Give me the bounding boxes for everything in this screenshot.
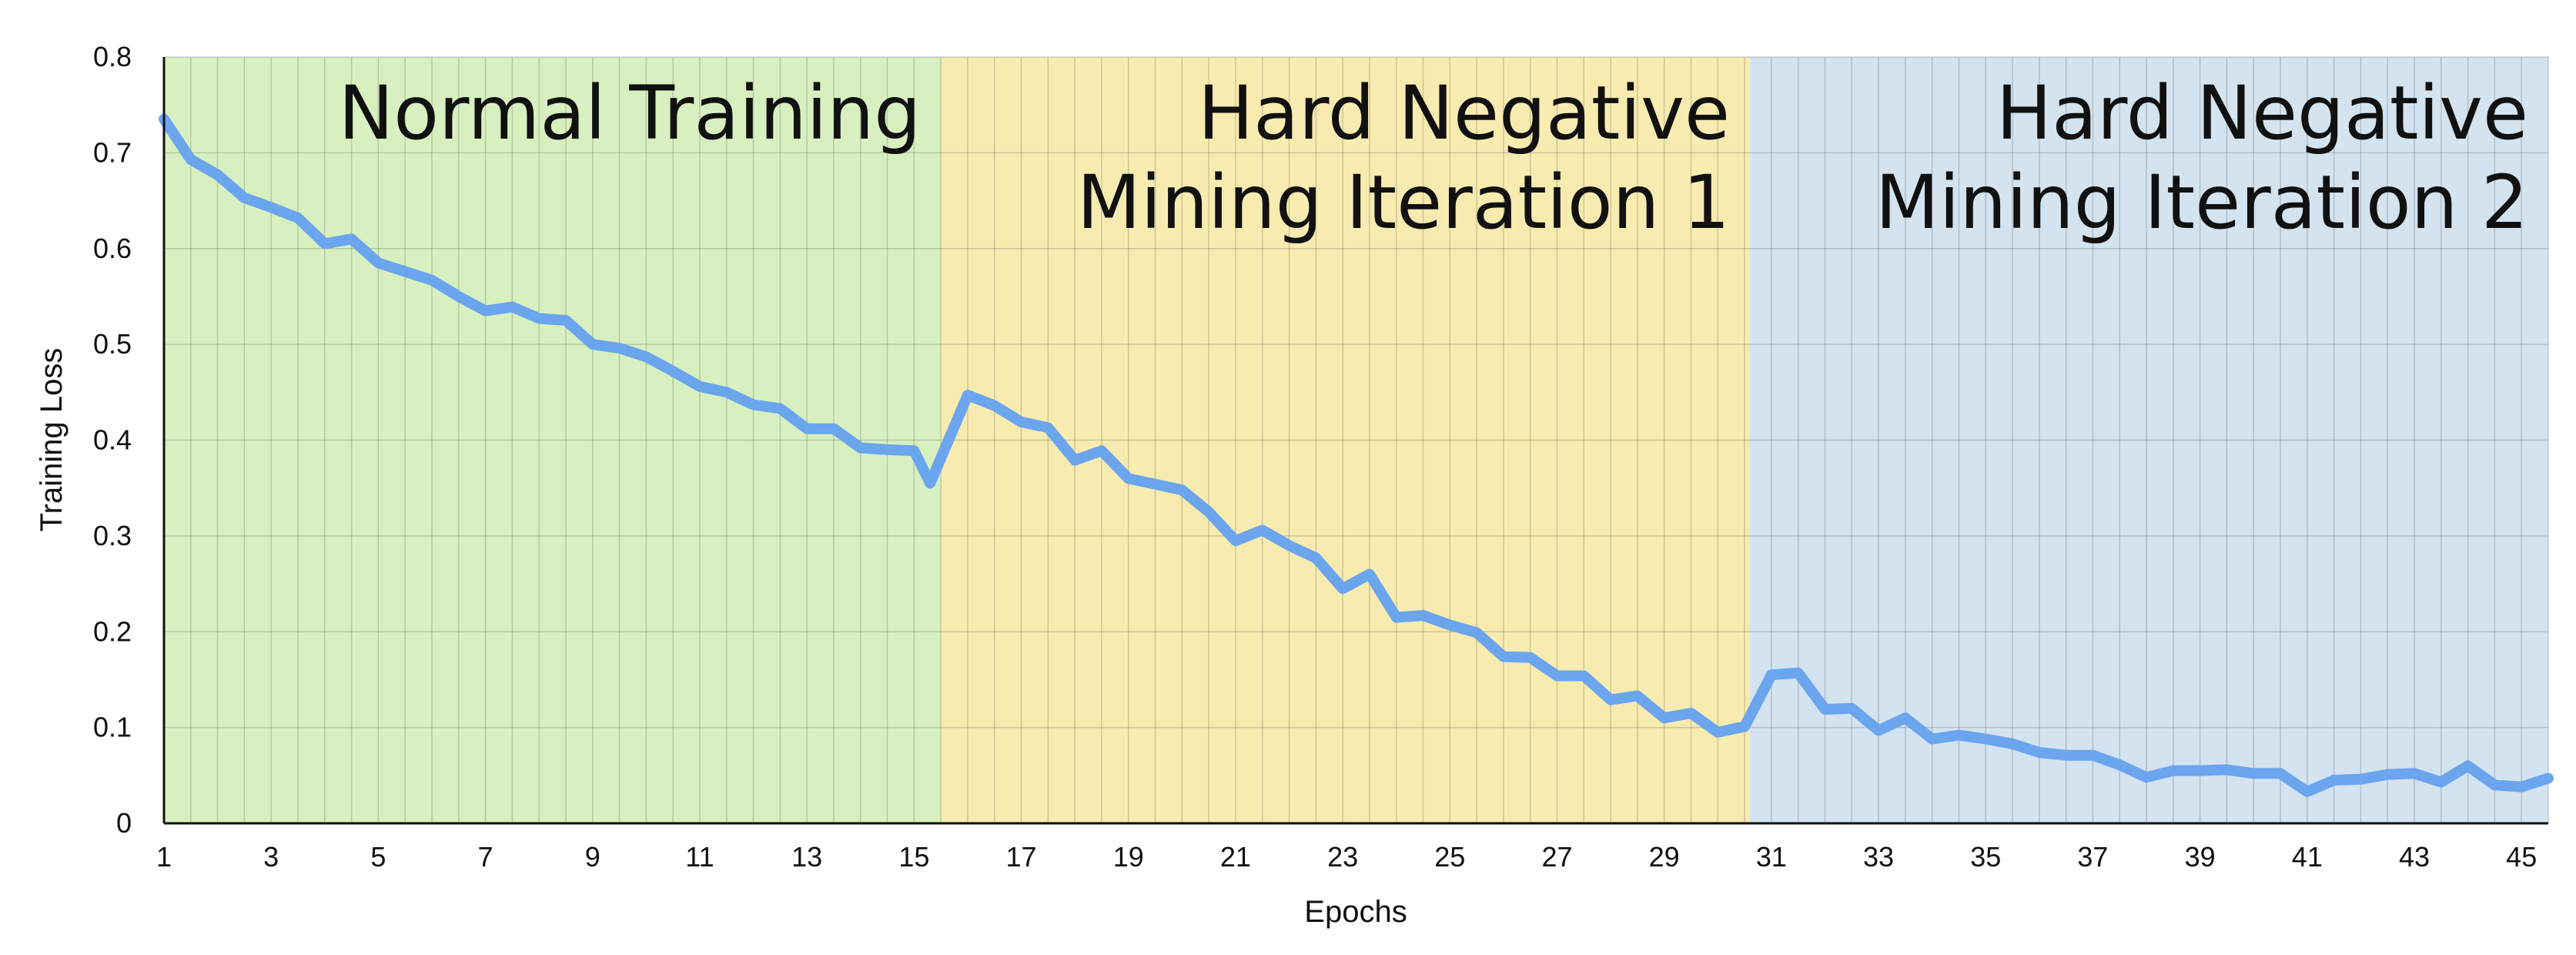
x-tick-label: 7	[478, 841, 493, 873]
x-tick-label: 29	[1649, 841, 1680, 873]
region-label-2: Hard Negative Mining Iteration 1	[1077, 70, 1730, 246]
x-tick-label: 15	[898, 841, 929, 873]
x-tick-label: 11	[685, 841, 714, 873]
x-tick-label: 39	[2185, 841, 2216, 873]
region-bands	[164, 57, 2548, 823]
region-label-1: Normal Training	[338, 70, 921, 156]
series-layer	[159, 113, 2554, 797]
x-tick-label: 3	[263, 841, 279, 873]
x-tick-label: 17	[1006, 841, 1037, 873]
y-tick-label: 0.1	[93, 712, 132, 743]
region-label-line: Mining Iteration 2	[1875, 159, 2528, 246]
y-tick-label: 0.2	[93, 615, 132, 647]
region-labels: Normal Training Hard Negative Mining Itera…	[338, 70, 2528, 246]
x-tick-label: 5	[370, 841, 386, 873]
x-tick-label: 13	[791, 841, 822, 873]
x-tick-label: 41	[2292, 841, 2323, 873]
x-tick-label: 35	[1970, 841, 2001, 873]
y-tick-labels: 0 0.1 0.2 0.3 0.4 0.5 0.6 0.7 0.8	[93, 41, 132, 839]
y-tick-label: 0.5	[93, 328, 132, 360]
y-tick-label: 0.8	[93, 41, 132, 72]
region-band-3	[1750, 57, 2548, 823]
axes	[162, 57, 2548, 825]
region-band-1	[164, 57, 942, 823]
y-tick-label: 0	[116, 807, 132, 839]
x-tick-label: 37	[2077, 841, 2108, 873]
region-label-3: Hard Negative Mining Iteration 2	[1875, 70, 2528, 246]
region-label-line: Mining Iteration 1	[1077, 159, 1730, 246]
x-tick-label: 27	[1541, 841, 1572, 873]
x-tick-label: 21	[1220, 841, 1251, 873]
grid-lines	[163, 56, 2549, 824]
x-tick-label: 25	[1434, 841, 1465, 873]
x-tick-label: 9	[585, 841, 601, 873]
x-tick-label: 45	[2506, 841, 2537, 873]
region-label-line: Hard Negative	[1996, 70, 2528, 156]
x-tick-label: 1	[156, 841, 172, 873]
x-tick-labels: 1 3 5 7 9 11 13 15 17 19 21 23 25 27 29 31 33 35 37 39 41 43 4…	[156, 841, 2537, 873]
y-tick-label: 0.3	[93, 520, 132, 551]
x-axis-title: Epochs	[1304, 895, 1407, 929]
x-tick-label: 23	[1327, 841, 1358, 873]
x-tick-label: 33	[1863, 841, 1894, 873]
x-tick-label: 31	[1756, 841, 1787, 873]
region-label-line: Hard Negative	[1198, 70, 1730, 156]
y-tick-label: 0.4	[93, 424, 132, 456]
y-tick-label: 0.6	[93, 233, 132, 264]
y-axis-title: Training Loss	[35, 348, 69, 532]
x-tick-label: 19	[1113, 841, 1144, 873]
region-label-line: Normal Training	[338, 70, 921, 156]
y-tick-label: 0.7	[93, 136, 132, 168]
x-tick-label: 43	[2399, 841, 2430, 873]
series-line-1	[159, 113, 2554, 797]
